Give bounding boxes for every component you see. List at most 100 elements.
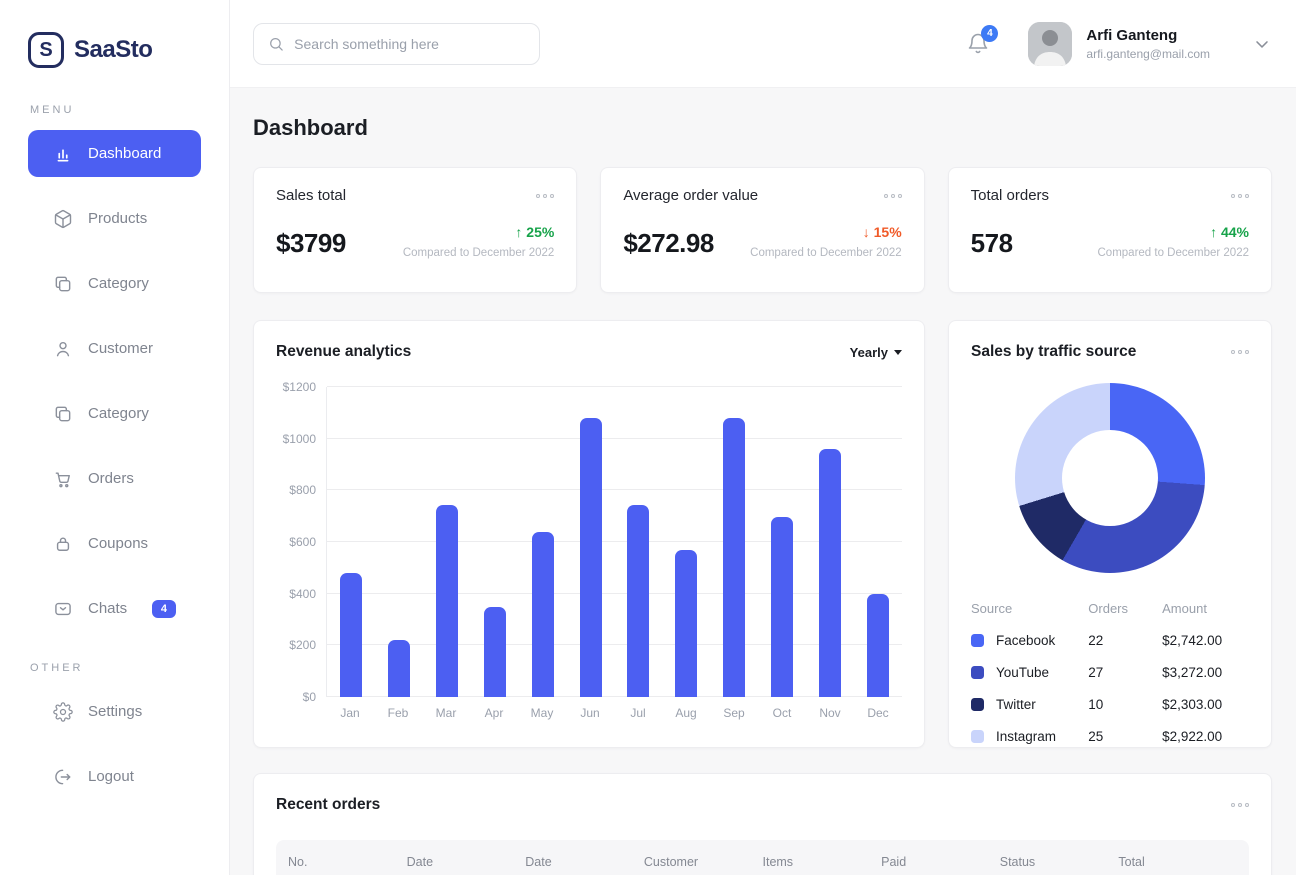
sidebar-item-label: Category (88, 275, 149, 292)
y-axis-tick: $200 (289, 638, 316, 653)
stat-value: $3799 (276, 228, 346, 258)
x-axis-label: Dec (867, 706, 889, 720)
chevron-down-icon[interactable] (1252, 34, 1272, 54)
legend-amount-value: $2,303.00 (1162, 697, 1223, 712)
notifications-button[interactable]: 4 (966, 24, 999, 56)
bar-column-may (519, 387, 567, 697)
page-title: Dashboard (253, 115, 368, 140)
donut-hole (1062, 430, 1158, 526)
y-axis-tick: $400 (289, 586, 316, 601)
chart-plot-area (326, 386, 902, 697)
sidebar-item-label: Orders (88, 470, 134, 487)
traffic-source-card: Sales by traffic source Source Orders Amou… (948, 320, 1272, 748)
sidebar-menu: Dashboard Products Category Customer Categor… (28, 130, 201, 632)
gridline (327, 541, 902, 542)
stat-change: ↑ 25% (515, 224, 555, 240)
sidebar-item-label: Category (88, 405, 149, 422)
stat-label: Average order value (623, 187, 759, 204)
x-axis-label: Mar (435, 706, 457, 720)
bar-column-jul (615, 387, 663, 697)
sidebar-item-label: Products (88, 210, 148, 227)
stat-card-menu-button[interactable] (883, 193, 902, 198)
y-axis-tick: $800 (289, 483, 316, 498)
user-info[interactable]: Arfi Ganteng arfi.ganteng@mail.com (1086, 27, 1210, 61)
content: Dashboard Sales total $3799 ↑ 25% Compared … (230, 88, 1296, 875)
bar-sep (723, 418, 746, 697)
sidebar-item-orders[interactable]: Orders (28, 455, 201, 502)
sidebar-other: Settings Logout (28, 688, 201, 800)
search-icon (268, 35, 284, 53)
legend-column-header: Source (971, 601, 1013, 616)
orders-column-header: Total (1118, 855, 1145, 869)
sidebar-item-products[interactable]: Products (28, 195, 201, 242)
legend-orders-value: 25 (1088, 729, 1104, 744)
stat-card-total-orders: Total orders 578 ↑ 44% Compared to December… (947, 167, 1272, 293)
bar-column-nov (806, 387, 854, 697)
legend-orders-value: 27 (1088, 665, 1104, 680)
sidebar-item-settings[interactable]: Settings (28, 688, 201, 735)
y-axis-tick: $1200 (282, 380, 316, 394)
recent-orders-title: Recent orders (276, 796, 381, 813)
bar-jun (579, 418, 602, 697)
orders-column-header: Customer (643, 855, 699, 869)
bar-may (531, 531, 554, 697)
legend-source: Facebook (971, 633, 1088, 648)
sidebar-other-label: OTHER (30, 662, 84, 674)
bar-column-jan (327, 387, 375, 697)
orders-icon (53, 469, 73, 489)
legend-amount-value: $2,922.00 (1162, 729, 1223, 744)
stat-card-menu-button[interactable] (536, 193, 555, 198)
bar-oct (771, 517, 794, 697)
legend-row-facebook: Facebook 22 $2,742.00 (971, 633, 1249, 648)
bar-feb (387, 640, 410, 697)
y-axis-tick: $1000 (282, 431, 316, 446)
x-axis-label: Aug (675, 706, 697, 720)
gridline (327, 386, 902, 387)
sidebar-item-label: Dashboard (88, 145, 162, 162)
stat-card-menu-button[interactable] (1231, 193, 1249, 198)
legend-color-swatch (971, 730, 984, 743)
orders-column-header: Date (406, 855, 434, 869)
sidebar-item-coupons[interactable]: Coupons (28, 520, 201, 567)
bell-icon (966, 32, 990, 56)
category-icon (53, 404, 73, 424)
revenue-range-select[interactable]: Yearly (850, 345, 902, 360)
orders-column-header: No. (288, 855, 308, 869)
bar-mar (435, 504, 458, 697)
y-axis-tick: $0 (302, 690, 316, 704)
legend-orders-value: 10 (1088, 697, 1104, 712)
revenue-card-title: Revenue analytics (276, 343, 412, 360)
sidebar-item-label: Customer (88, 340, 154, 357)
bar-aug (675, 549, 698, 697)
legend-column-header: Amount (1162, 601, 1207, 616)
legend-source: Instagram (971, 729, 1088, 744)
recent-orders-menu-button[interactable] (1231, 803, 1249, 807)
bar-jul (627, 504, 650, 697)
stat-card-sales-total: Sales total $3799 ↑ 25% Compared to Decembe… (253, 167, 578, 293)
sidebar-item-customer[interactable]: Customer (28, 325, 201, 372)
bar-column-feb (375, 387, 423, 697)
bar-column-aug (662, 387, 710, 697)
stat-compare-text: Compared to December 2022 (750, 247, 902, 259)
search-box[interactable] (253, 22, 540, 65)
sidebar-item-label: Logout (88, 768, 134, 785)
sidebar-item-dashboard[interactable]: Dashboard (28, 130, 201, 177)
legend-color-swatch (971, 698, 984, 711)
brand-name: SaaSto (74, 36, 153, 63)
sidebar-item-chats[interactable]: Chats 4 (28, 585, 201, 632)
chats-count-badge: 4 (151, 599, 176, 618)
legend-orders-value: 22 (1088, 633, 1104, 648)
search-input[interactable] (294, 35, 525, 52)
legend-source-label: Facebook (996, 633, 1056, 648)
stat-change: ↑ 44% (1210, 224, 1249, 240)
sidebar-item-logout[interactable]: Logout (28, 753, 201, 800)
stat-value: $272.98 (623, 228, 714, 258)
settings-icon (53, 701, 73, 722)
user-avatar[interactable] (1028, 21, 1073, 66)
x-axis-label: Feb (387, 706, 409, 720)
bar-column-sep (710, 387, 758, 697)
traffic-card-menu-button[interactable] (1231, 350, 1249, 354)
sidebar-item-category[interactable]: Category (28, 390, 201, 437)
x-axis-label: Oct (772, 706, 792, 720)
sidebar-item-category[interactable]: Category (28, 260, 201, 307)
